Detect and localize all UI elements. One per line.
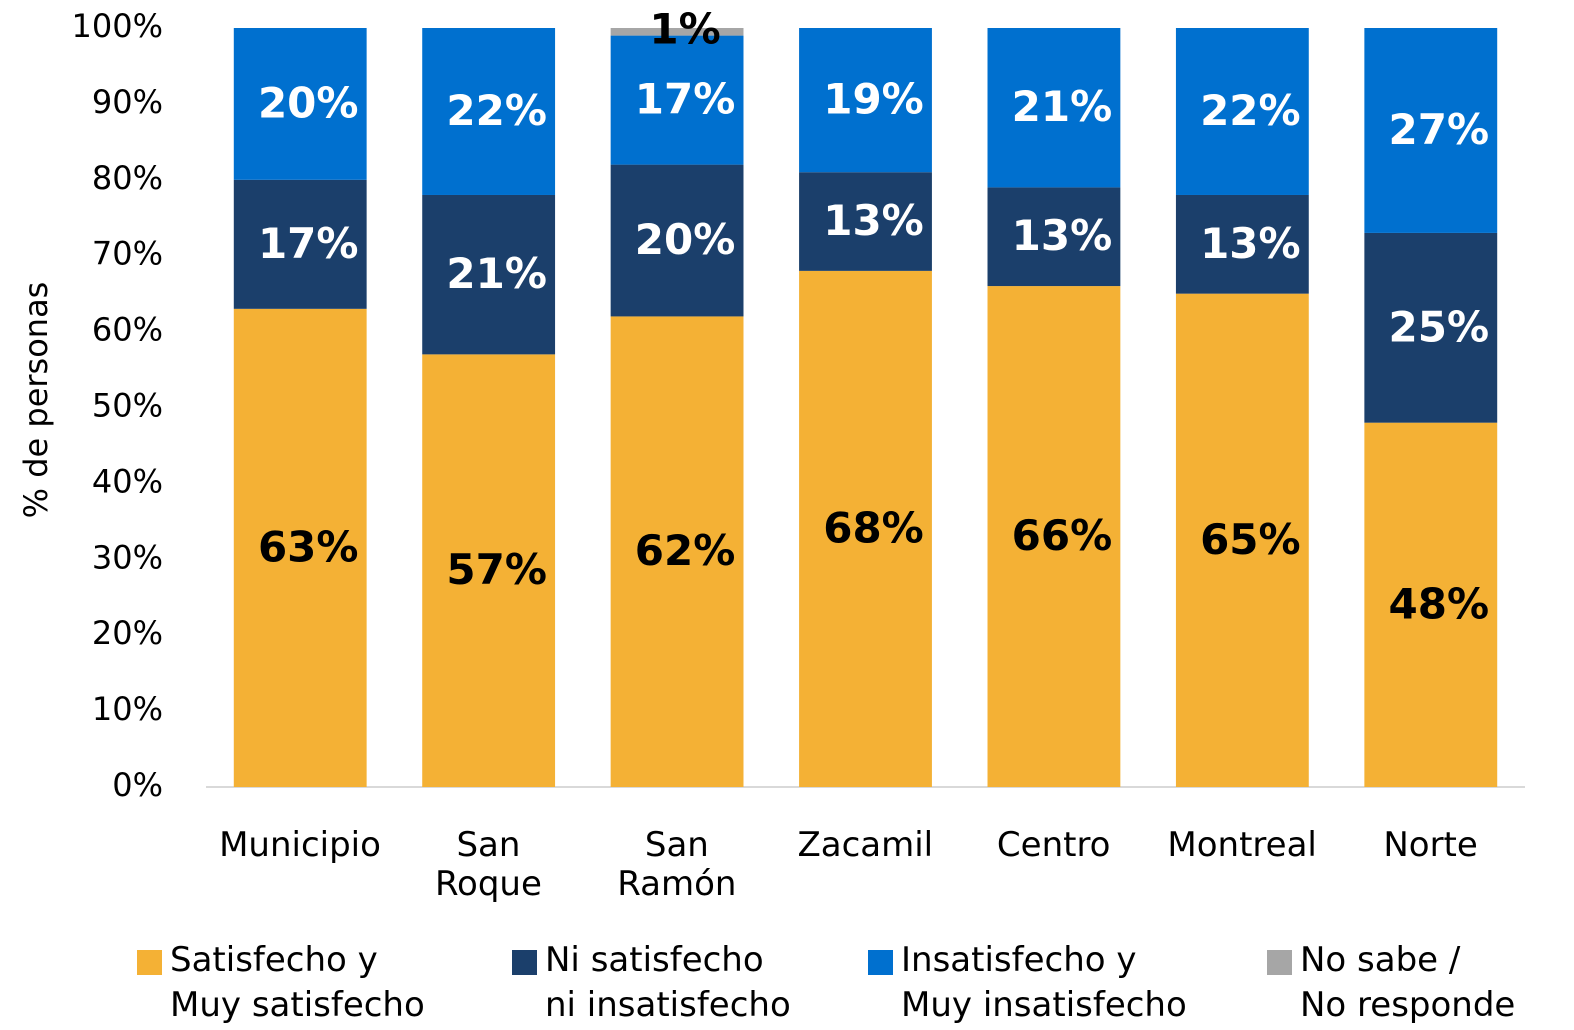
data-label: 63% [258,522,359,571]
legend-label: Ni satisfecho ni insatisfecho [545,940,791,1025]
x-tick-label: San Ramón [617,825,737,904]
data-label: 20% [635,215,736,264]
data-label: 65% [1200,515,1301,564]
y-tick-label: 90% [92,83,163,121]
bar-segment [799,172,932,271]
legend-swatch [868,950,893,975]
y-tick-label: 80% [92,159,163,197]
bar-segment [233,28,367,180]
x-tick-label: Centro [996,825,1111,865]
bar-segment [987,286,1121,787]
legend-label: Satisfecho y Muy satisfecho [170,940,425,1025]
data-label: 17% [258,219,359,268]
data-label: 62% [635,526,736,575]
bar-segment [1175,194,1309,294]
x-tick-label: Municipio [219,825,381,865]
data-label: 21% [446,249,547,298]
bar-segment [799,28,932,173]
x-tick-label: San Roque [434,825,542,904]
bar-segment [610,316,744,787]
data-label: 13% [1012,211,1113,260]
bar-segment [1364,232,1498,423]
data-label: 66% [1012,511,1113,560]
bar-segment [233,308,367,787]
data-label: 13% [1200,219,1301,268]
data-label: 22% [1200,86,1301,135]
bar-segment [233,179,367,309]
y-axis-label: % de personas [17,282,55,519]
data-label: 1% [649,5,720,54]
y-tick-label: 40% [92,462,163,500]
data-label: 17% [635,75,736,124]
y-tick-label: 0% [112,766,163,804]
legend-swatch [512,950,537,975]
data-label: 19% [823,75,924,124]
data-label: 13% [823,196,924,245]
bar-segment [610,164,744,317]
bar-segment [987,187,1121,287]
bar-segment [1364,28,1498,233]
bar-segment [987,28,1121,188]
data-label: 27% [1389,105,1490,154]
legend-label: Insatisfecho y Muy insatisfecho [901,940,1187,1025]
data-label: 20% [258,78,359,127]
y-tick-label: 50% [92,387,163,425]
y-tick-label: 100% [72,7,163,45]
bar-segment [610,35,744,165]
y-tick-label: 20% [92,614,163,652]
y-tick-label: 30% [92,538,163,576]
x-tick-label: Norte [1383,825,1478,865]
legend-swatch [1267,950,1292,975]
bar-segment [422,354,556,787]
bar-segment [610,28,744,36]
y-tick-label: 10% [92,690,163,728]
data-label: 25% [1389,302,1490,351]
data-label: 21% [1012,82,1113,131]
data-label: 57% [446,545,547,594]
bar-segment [1364,422,1498,787]
legend-swatch [137,950,162,975]
data-label: 22% [446,86,547,135]
data-label: 48% [1389,579,1490,628]
legend-label: No sabe / No responde [1300,940,1516,1025]
x-tick-label: Montreal [1167,825,1317,865]
x-tick-label: Zacamil [797,825,934,865]
bar-segment [1175,28,1309,195]
bar-segment [422,28,556,195]
y-tick-label: 70% [92,235,163,273]
bar-segment [422,194,556,355]
y-tick-label: 60% [92,311,163,349]
data-label: 68% [823,503,924,552]
bar-segment [799,270,932,787]
bar-segment [1175,293,1309,787]
